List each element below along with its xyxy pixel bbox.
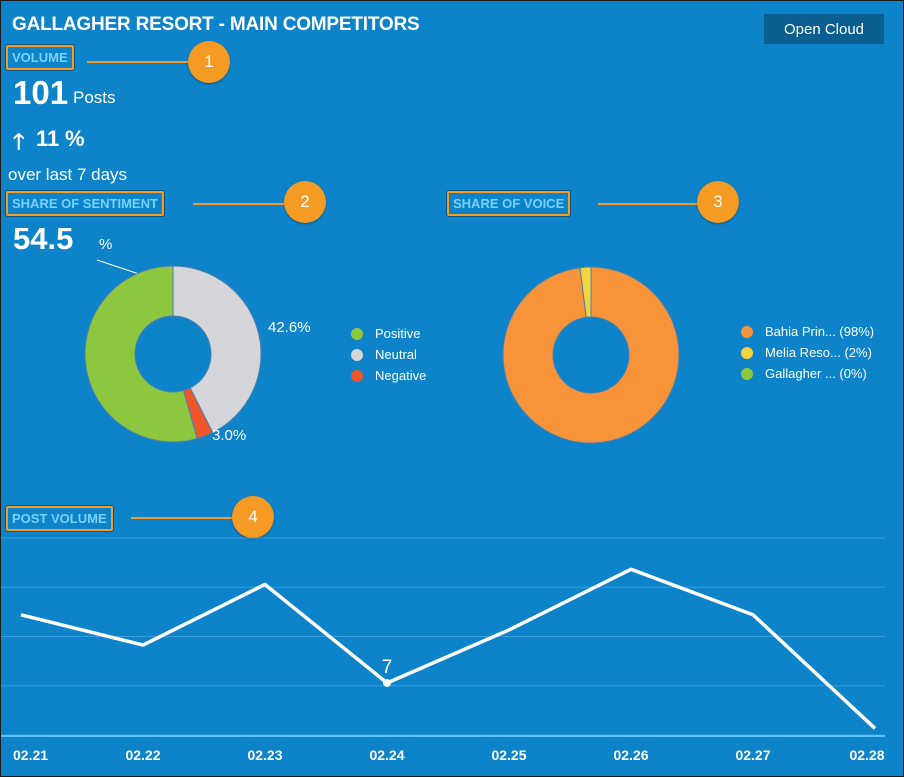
data-point-02.23[interactable]: [262, 581, 268, 587]
sentiment-slice-positive[interactable]: [84, 265, 198, 443]
data-point-02.22[interactable]: [140, 642, 146, 648]
callout-line-2: [193, 203, 285, 205]
legend-label-gallagher: Gallagher ... (0%): [765, 366, 867, 381]
voice-legend: Bahia Prin... (98%) Melia Reso... (2%) G…: [741, 321, 874, 384]
legend-item-negative[interactable]: Negative: [351, 365, 426, 386]
callout-badge-4: 4: [232, 496, 274, 538]
neutral-percent-label: 42.6%: [268, 319, 311, 336]
neutral-legend-dot: [351, 348, 363, 361]
gallagher-legend-dot: [741, 367, 753, 380]
volume-change-arrow-icon: 🡑: [13, 129, 25, 154]
legend-label-bahia: Bahia Prin... (98%): [765, 324, 875, 339]
data-point-02.24[interactable]: [383, 678, 391, 687]
legend-item-gallagher[interactable]: Gallagher ... (0%): [741, 363, 874, 384]
callout-line-3: [598, 203, 698, 205]
bahia-legend-dot: [741, 325, 753, 338]
legend-label-melia: Melia Reso... (2%): [765, 345, 872, 360]
legend-label-negative: Negative: [375, 368, 427, 383]
legend-item-bahia[interactable]: Bahia Prin... (98%): [741, 321, 874, 342]
voice-slice-melia-reso[interactable]: [579, 266, 592, 318]
legend-label-positive: Positive: [375, 326, 421, 341]
x-tick-label: 02.24: [369, 747, 404, 763]
sentiment-headline-unit: %: [99, 236, 113, 253]
x-tick-label: 02.21: [13, 747, 48, 763]
x-tick-label: 02.28: [849, 747, 884, 763]
legend-label-neutral: Neutral: [375, 347, 417, 362]
dashboard-title: GALLAGHER RESORT - MAIN COMPETITORS: [12, 14, 420, 35]
callout-line-1: [87, 61, 189, 63]
legend-item-neutral[interactable]: Neutral: [351, 344, 426, 365]
sentiment-donut-chart: [84, 265, 262, 443]
sentiment-legend: Positive Neutral Negative: [351, 323, 426, 386]
volume-section-label: VOLUME: [6, 45, 74, 70]
volume-unit: Posts: [73, 88, 116, 107]
data-point-02.27[interactable]: [750, 612, 756, 618]
callout-badge-3: 3: [697, 181, 739, 223]
melia-legend-dot: [741, 346, 753, 359]
callout-badge-2: 2: [284, 181, 326, 223]
voice-donut-chart: [502, 266, 680, 444]
sentiment-section-label: SHARE OF SENTIMENT: [6, 191, 164, 216]
x-tick-label: 02.22: [125, 747, 160, 763]
negative-percent-label: 3.0%: [212, 427, 247, 444]
post-volume-section-label: POST VOLUME: [6, 506, 113, 531]
legend-item-melia[interactable]: Melia Reso... (2%): [741, 342, 874, 363]
legend-item-positive[interactable]: Positive: [351, 323, 426, 344]
post-volume-line-chart: 7 02.21 02.22 02.23 02.24 02.25 02.26 02.27 02.2…: [1, 537, 885, 763]
positive-legend-dot: [351, 327, 363, 340]
open-cloud-button[interactable]: Open Cloud: [764, 14, 884, 44]
data-point-02.21[interactable]: [18, 612, 24, 618]
data-label: 7: [382, 657, 393, 678]
negative-legend-dot: [351, 369, 363, 382]
volume-count: 101: [13, 74, 69, 111]
voice-slice-bahia-prin[interactable]: [502, 266, 680, 444]
callout-line-4: [131, 517, 233, 519]
data-point-02.25[interactable]: [506, 627, 512, 633]
sentiment-slice-neutral[interactable]: [172, 265, 262, 434]
x-tick-label: 02.25: [491, 747, 526, 763]
callout-badge-1: 1: [188, 41, 230, 83]
volume-period: over last 7 days: [8, 165, 128, 184]
voice-section-label: SHARE OF VOICE: [447, 191, 571, 216]
x-tick-label: 02.27: [735, 747, 770, 763]
x-tick-label: 02.26: [613, 747, 648, 763]
volume-change-unit: %: [65, 126, 85, 151]
sentiment-headline-value: 54.5: [13, 221, 74, 256]
volume-change-value: 11: [36, 126, 60, 151]
data-point-02.26[interactable]: [628, 566, 634, 572]
post-volume-series-line: [20, 567, 877, 730]
x-tick-label: 02.23: [247, 747, 282, 763]
data-point-02.28[interactable]: [872, 725, 878, 731]
